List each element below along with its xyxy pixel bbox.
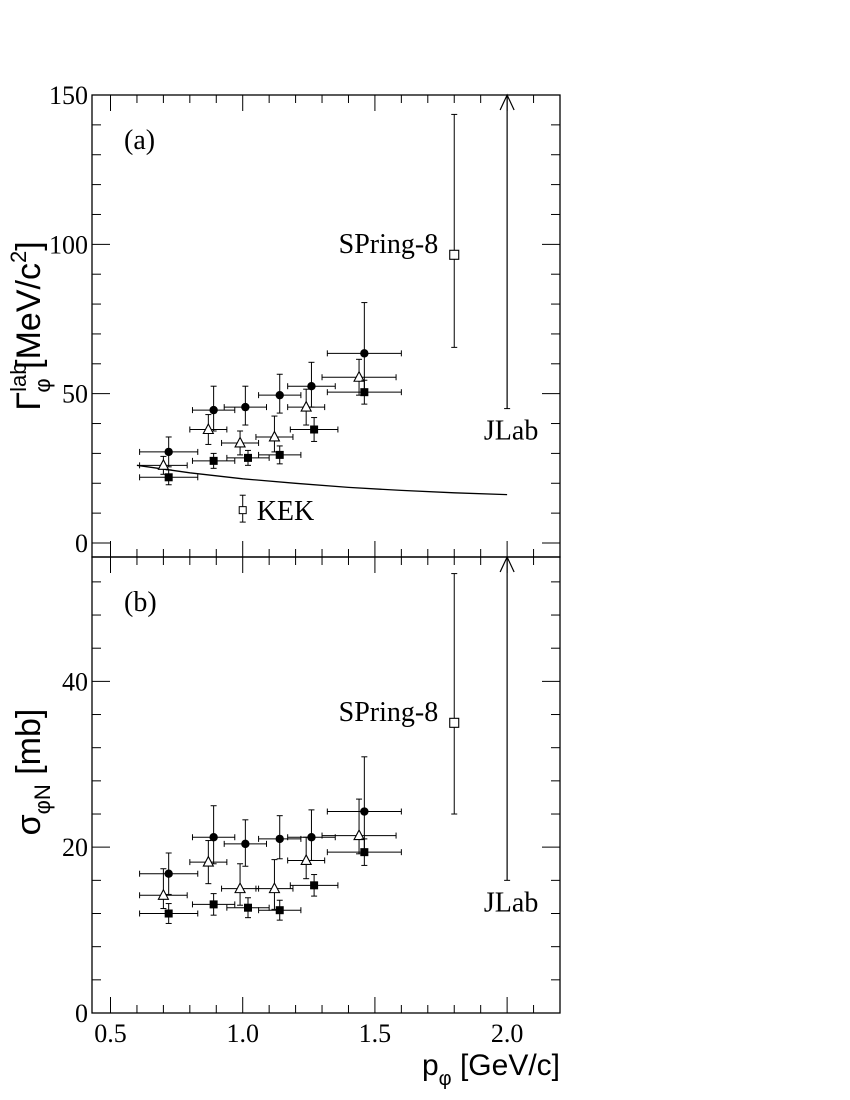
data-point-triangle [234, 436, 246, 448]
series-open-triangle [139, 798, 397, 910]
y-axis-units: [MeV/c [10, 263, 48, 378]
data-point-square [360, 388, 369, 397]
y-axis-symbol: σ [10, 814, 48, 835]
y-axis-sup: lab [6, 363, 31, 392]
panel-b: 0 20 40 (b) SPring-8 JLab σφN [mb] 0.5 1.0 1.5 2.0… [10, 555, 561, 1090]
panel-label: (a) [124, 125, 155, 156]
x-axis-symbol: p [422, 1049, 439, 1082]
data-point-square [275, 450, 284, 459]
y-axis-symbol: Γ [10, 392, 48, 411]
data-point-square [209, 456, 218, 465]
data-point-circle [275, 390, 284, 400]
series-filled-square [139, 379, 402, 486]
y-axis-title: σφN [mb] [10, 709, 55, 836]
data-point-square [164, 909, 173, 918]
y-tick-label: 0 [75, 529, 88, 558]
series-open-triangle [139, 358, 397, 475]
data-point-circle [275, 834, 284, 844]
data-point-circle [164, 447, 173, 457]
data-point-circle [307, 833, 316, 842]
plot-frame [91, 94, 561, 558]
data-point-circle [360, 349, 369, 358]
data-point-triangle [268, 430, 281, 442]
jlab-label: JLab [484, 416, 538, 447]
data-point-triangle [234, 881, 246, 894]
y-tick-label: 50 [62, 380, 88, 409]
series-filled-circle [139, 302, 402, 468]
panel-a: 0 50 100 150 (a) KEK SPring-8 JLab Γlabφ [MeV/c2… [6, 81, 561, 558]
x-axis-sub: φ [439, 1068, 452, 1090]
x-axis-units: [GeV/c] [452, 1049, 560, 1082]
data-point-triangle [157, 458, 170, 470]
data-point-circle [241, 402, 250, 412]
data-point-square [310, 425, 319, 434]
y-tick-label: 100 [49, 230, 88, 259]
data-point-square [164, 473, 173, 482]
data-point-circle [209, 833, 218, 842]
data-point-circle [241, 839, 250, 849]
data-point-circle [164, 869, 173, 878]
data-point-square [275, 906, 284, 915]
data-point-circle [209, 405, 218, 415]
data-point-triangle [202, 422, 215, 435]
spring8-point [449, 717, 460, 728]
data-point-circle [307, 382, 316, 391]
y-axis-title: Γlabφ [MeV/c2] [6, 241, 55, 410]
y-axis-units: [mb] [10, 709, 48, 785]
x-tick-label: 0.5 [94, 1019, 127, 1048]
y-tick-label: 40 [62, 667, 88, 696]
jlab-arrow-head [499, 93, 515, 111]
data-point-triangle [300, 400, 313, 412]
x-tick-label: 1.0 [226, 1019, 259, 1048]
plot-frame [91, 556, 561, 1014]
data-point-square [310, 881, 319, 890]
panel-label: (b) [124, 587, 157, 618]
y-axis-sub: φ [30, 378, 55, 392]
jlab-arrow-head [499, 555, 515, 573]
series-filled-circle [139, 756, 402, 895]
data-point-circle [360, 807, 369, 816]
data-point-triangle [202, 855, 215, 867]
y-axis-units-end: ] [10, 241, 48, 250]
kek-point [238, 506, 247, 515]
data-point-square [360, 848, 369, 857]
y-tick-label: 0 [75, 999, 88, 1028]
spring8-label: SPring-8 [339, 697, 439, 728]
data-point-triangle [300, 853, 313, 865]
y-tick-label: 150 [49, 81, 88, 110]
spring8-label: SPring-8 [339, 229, 439, 260]
y-axis-sub: φN [30, 784, 55, 814]
jlab-label: JLab [484, 887, 538, 918]
data-point-triangle [353, 370, 365, 382]
data-point-square [244, 453, 252, 462]
data-point-square [209, 900, 218, 909]
data-point-triangle [268, 881, 281, 894]
spring8-point [449, 249, 460, 260]
x-tick-label: 2.0 [491, 1019, 524, 1048]
series-filled-square [139, 838, 402, 924]
data-point-square [244, 903, 252, 912]
y-axis-units-sup: 2 [6, 251, 31, 263]
data-point-triangle [353, 828, 365, 841]
y-tick-label: 20 [62, 833, 88, 862]
x-axis-title: pφ [GeV/c] [422, 1049, 560, 1090]
kek-label: KEK [257, 496, 315, 527]
model-curve [136, 464, 508, 496]
x-tick-label: 1.5 [359, 1019, 392, 1048]
data-point-triangle [157, 888, 170, 900]
